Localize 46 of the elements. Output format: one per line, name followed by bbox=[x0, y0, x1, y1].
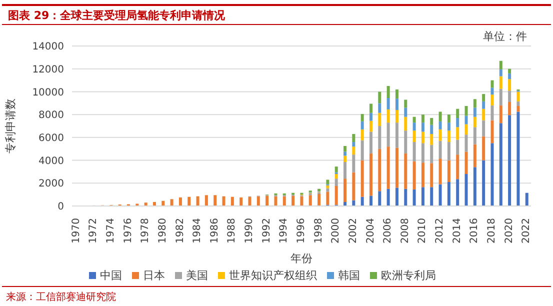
chart-title: 图表 29：全球主要受理局氢能专利申请情况 bbox=[8, 8, 226, 23]
legend-label: 中国 bbox=[100, 269, 122, 282]
legend-label: 韩国 bbox=[338, 269, 360, 282]
legend-label: 欧洲专利局 bbox=[381, 269, 436, 282]
y-axis-title: 专利申请数 bbox=[4, 98, 17, 154]
x-tick-label: 1982 bbox=[174, 218, 186, 244]
x-tick-label: 1990 bbox=[244, 218, 256, 244]
y-tick-label: 14000 bbox=[32, 42, 64, 53]
x-tick-label: 2012 bbox=[434, 218, 446, 244]
x-tick-label: 2004 bbox=[365, 218, 376, 244]
y-tick-label: 8000 bbox=[38, 110, 64, 122]
x-tick-label: 1972 bbox=[88, 218, 100, 244]
x-tick-label: 2000 bbox=[330, 218, 342, 244]
y-tick-label: 2000 bbox=[38, 178, 64, 190]
x-tick-label: 2010 bbox=[417, 218, 428, 244]
x-tick-label: 1980 bbox=[157, 218, 168, 244]
x-tick-label: 2006 bbox=[382, 218, 394, 244]
x-axis-title: 年份 bbox=[290, 252, 312, 265]
text: 单位：件 bbox=[483, 29, 527, 44]
x-tick-label: 1998 bbox=[313, 218, 324, 244]
x-tick-label: 2016 bbox=[469, 218, 480, 244]
legend-label: 日本 bbox=[143, 269, 165, 282]
x-tick-label: 1994 bbox=[278, 218, 290, 244]
x-tick-label: 2008 bbox=[400, 218, 411, 244]
x-tick-label: 2002 bbox=[348, 218, 359, 244]
y-tick-label: 6000 bbox=[38, 132, 64, 144]
x-tick-label: 1970 bbox=[70, 218, 82, 244]
x-tick-label: 1988 bbox=[226, 218, 238, 244]
x-tick-label: 1986 bbox=[209, 218, 220, 244]
x-tick-label: 1976 bbox=[122, 218, 134, 244]
y-tick-label: 12000 bbox=[32, 64, 64, 76]
x-tick-label: 2018 bbox=[486, 218, 498, 244]
x-tick-label: 1996 bbox=[296, 218, 307, 244]
y-tick-label: 4000 bbox=[38, 156, 64, 167]
x-tick-label: 2014 bbox=[452, 218, 463, 244]
x-tick-label: 1984 bbox=[192, 218, 204, 244]
x-tick-label: 2020 bbox=[504, 218, 515, 244]
y-tick-label: 10000 bbox=[32, 87, 64, 98]
x-tick-label: 1974 bbox=[105, 218, 116, 244]
x-tick-label: 1992 bbox=[261, 218, 272, 244]
x-tick-label: 1978 bbox=[140, 218, 152, 244]
x-tick-label: 2022 bbox=[521, 218, 532, 244]
legend-label: 世界知识产权组织 bbox=[229, 269, 317, 282]
legend-label: 美国 bbox=[186, 269, 208, 282]
y-tick-label: 0 bbox=[58, 202, 64, 213]
source-note: 来源：工信部赛迪研究院 bbox=[6, 290, 116, 304]
